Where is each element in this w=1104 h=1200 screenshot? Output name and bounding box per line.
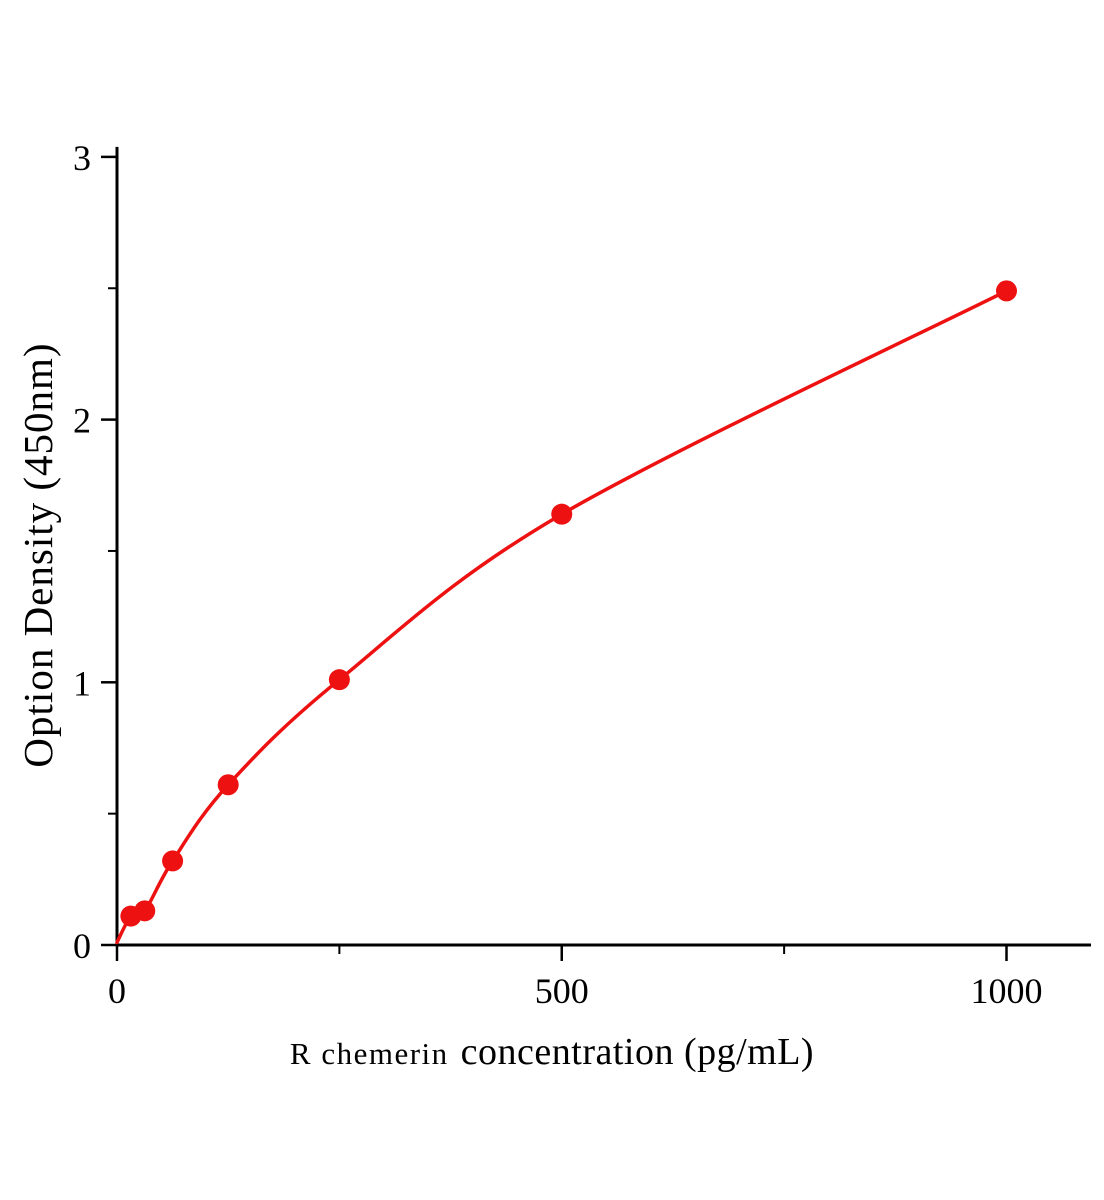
x-tick-label: 1000 bbox=[971, 971, 1043, 1011]
x-axis-title-main: concentration (pg/mL) bbox=[460, 1031, 815, 1073]
data-point-marker bbox=[162, 850, 184, 872]
standard-curve-path bbox=[115, 289, 1009, 945]
y-tick-label: 2 bbox=[73, 401, 91, 441]
y-tick-label: 0 bbox=[73, 926, 91, 966]
x-tick-label: 500 bbox=[535, 971, 589, 1011]
data-point-marker bbox=[217, 774, 239, 796]
data-point-marker bbox=[996, 280, 1017, 302]
x-axis-title-prefix: R chemerin bbox=[289, 1036, 449, 1071]
x-axis-title: R chemerin concentration (pg/mL) bbox=[0, 1030, 1104, 1074]
data-point-marker bbox=[134, 900, 156, 922]
data-point-marker bbox=[551, 503, 573, 525]
x-tick-label: 0 bbox=[108, 971, 126, 1011]
y-tick-label: 1 bbox=[73, 663, 91, 703]
y-axis-title: Option Density (450nm) bbox=[15, 342, 61, 768]
y-tick-label: 3 bbox=[73, 138, 91, 178]
data-point-marker bbox=[328, 669, 350, 691]
